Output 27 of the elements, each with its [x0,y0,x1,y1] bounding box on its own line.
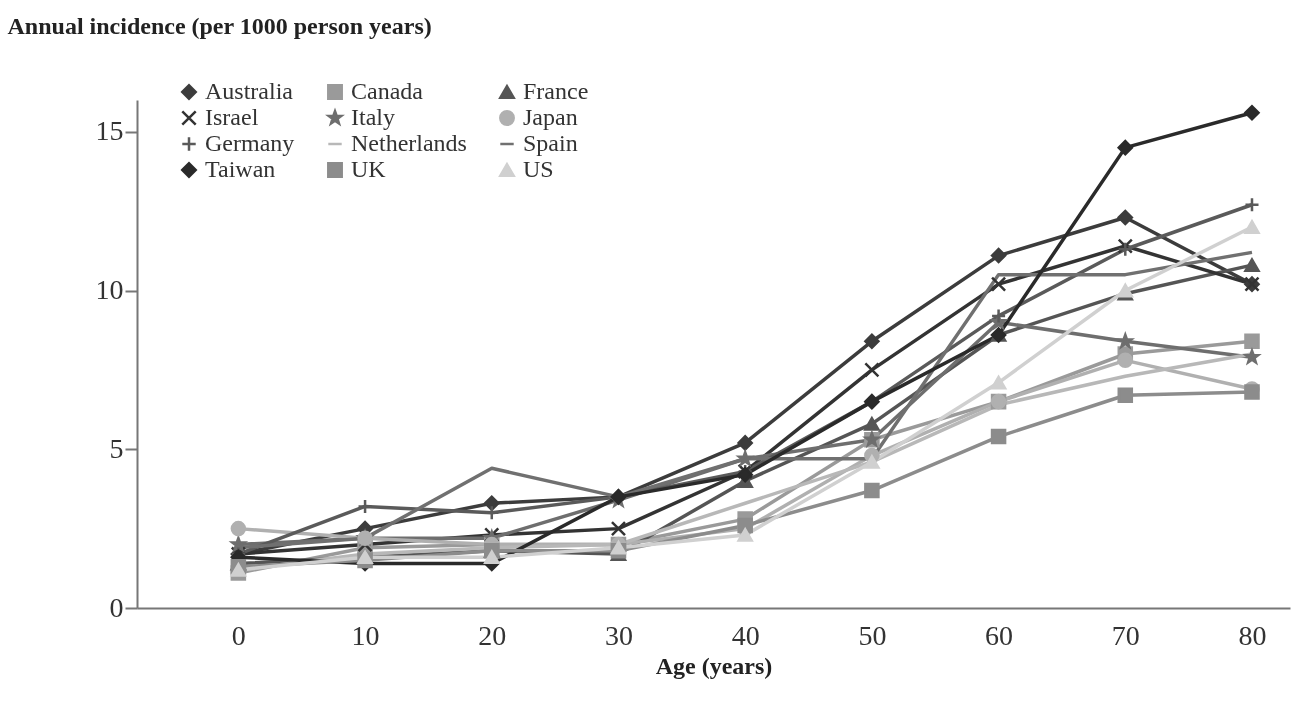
legend-label: Israel [205,104,259,130]
x-tick-label: 10 [351,619,380,651]
legend-label: Japan [523,104,578,130]
legend-label: France [523,78,589,104]
x-tick-label: 80 [1238,619,1267,651]
x-tick-label: 30 [604,619,633,651]
y-tick-label: 0 [109,591,124,623]
x-tick-label: 60 [985,619,1014,651]
x-tick-label: 20 [478,619,507,651]
legend-label: Germany [205,130,295,156]
y-axis-title: Annual incidence (per 1000 person years) [7,12,432,39]
legend-label: UK [351,156,387,182]
legend-label: US [523,156,554,182]
legend-label: Spain [523,130,578,156]
y-tick-label: 15 [95,115,124,147]
y-tick-label: 10 [95,274,124,305]
legend-label: Taiwan [205,156,276,182]
legend-label: Canada [351,78,424,104]
legend-label: Italy [351,104,395,130]
x-tick-label: 40 [731,619,760,651]
x-tick-label: 0 [231,619,246,651]
x-axis-title: Age (years) [655,652,773,679]
legend-label: Australia [205,78,294,104]
x-tick-label: 50 [858,619,887,651]
y-tick-label: 5 [109,432,124,464]
x-tick-label: 70 [1111,619,1140,651]
legend-label: Netherlands [351,130,467,156]
